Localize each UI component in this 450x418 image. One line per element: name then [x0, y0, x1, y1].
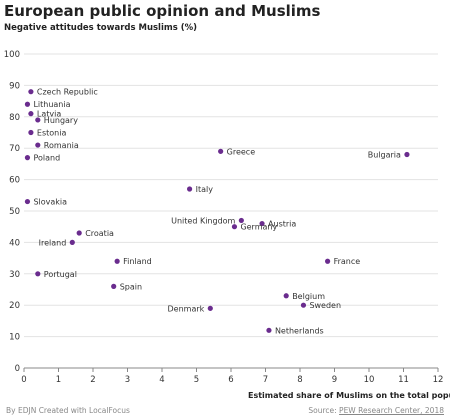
x-tick-label: 12: [433, 375, 444, 385]
point-label: United Kingdom: [171, 216, 235, 225]
point-label: Poland: [33, 154, 60, 163]
data-point[interactable]: [259, 220, 265, 227]
point-label: Hungary: [44, 116, 78, 125]
point-label: Sweden: [309, 301, 341, 310]
data-point[interactable]: [24, 155, 31, 161]
data-point[interactable]: [35, 271, 41, 277]
point-label: Italy: [196, 185, 214, 194]
data-point[interactable]: [69, 239, 75, 245]
x-tick-label: 0: [21, 375, 26, 385]
point-label: Romania: [44, 141, 79, 150]
chart-subtitle: Negative attitudes towards Muslims (%): [4, 23, 198, 33]
point-label: Austria: [268, 220, 296, 229]
point-label: Slovakia: [33, 198, 67, 207]
data-point[interactable]: [24, 101, 31, 107]
data-point[interactable]: [28, 129, 34, 136]
x-tick-label: 10: [364, 375, 375, 385]
x-tick-label: 11: [398, 375, 409, 385]
y-tick-label: 40: [9, 238, 20, 248]
data-point[interactable]: [283, 293, 289, 299]
data-point[interactable]: [187, 186, 193, 192]
point-label: Finland: [123, 257, 152, 266]
data-point[interactable]: [238, 217, 244, 224]
point-label: Greece: [227, 147, 256, 156]
source-prefix: Source:: [308, 406, 340, 415]
y-tick-label: 70: [9, 144, 20, 154]
data-point[interactable]: [76, 230, 82, 236]
point-label: Portugal: [44, 270, 77, 279]
data-point[interactable]: [111, 283, 117, 289]
chart-title: European public opinion and Muslims: [4, 2, 321, 20]
x-tick-label: 2: [90, 375, 95, 385]
point-label: Belgium: [292, 292, 325, 301]
data-point[interactable]: [28, 111, 34, 117]
data-point[interactable]: [28, 89, 34, 95]
data-point[interactable]: [231, 224, 238, 230]
footer-source: Source: PEW Research Center, 2018: [308, 406, 444, 415]
x-tick-label: 7: [263, 375, 268, 385]
grid-lines: [24, 53, 438, 338]
x-tick-label: 8: [297, 375, 302, 385]
data-point[interactable]: [300, 302, 307, 308]
y-tick-label: 0: [15, 364, 20, 374]
y-tick-label: 90: [9, 81, 20, 91]
point-label: Latvia: [37, 110, 61, 119]
data-point[interactable]: [35, 142, 41, 148]
point-label: Croatia: [85, 229, 114, 238]
point-label: Czech Republic: [37, 88, 98, 97]
y-tick-label: 20: [9, 301, 20, 311]
x-tick-label: 9: [332, 375, 337, 385]
data-point[interactable]: [266, 327, 272, 333]
y-tick-label: 100: [4, 50, 20, 60]
source-link[interactable]: PEW Research Center, 2018: [339, 406, 444, 415]
x-tick-label: 4: [159, 375, 164, 385]
data-point[interactable]: [24, 198, 31, 205]
data-point[interactable]: [114, 258, 120, 264]
x-tick-label: 6: [228, 375, 233, 385]
y-tick-label: 50: [9, 207, 20, 217]
y-tick-label: 10: [9, 333, 20, 343]
data-point[interactable]: [207, 305, 213, 311]
x-tick-label: 5: [194, 375, 199, 385]
point-label: Lithuania: [33, 100, 70, 109]
x-axis-label: Estimated share of Muslims on the total …: [248, 391, 450, 400]
y-tick-label: 30: [9, 270, 20, 280]
data-point[interactable]: [35, 117, 41, 123]
data-point[interactable]: [325, 258, 331, 264]
y-tick-label: 80: [9, 113, 20, 123]
point-label: Bulgaria: [368, 150, 401, 159]
y-tick-label: 60: [9, 176, 20, 186]
point-label: Germany: [240, 223, 277, 232]
point-label: Estonia: [37, 129, 67, 138]
x-tick-label: 1: [56, 375, 61, 385]
data-point[interactable]: [218, 148, 224, 154]
point-label: Spain: [120, 282, 142, 291]
point-label: Denmark: [168, 304, 205, 313]
data-point[interactable]: [404, 151, 410, 158]
point-label: France: [334, 257, 361, 266]
point-label: Ireland: [39, 238, 67, 247]
x-tick-label: 3: [125, 375, 130, 385]
point-label: Netherlands: [275, 326, 324, 335]
footer-credit: By EDJN Created with LocalFocus: [6, 406, 130, 415]
